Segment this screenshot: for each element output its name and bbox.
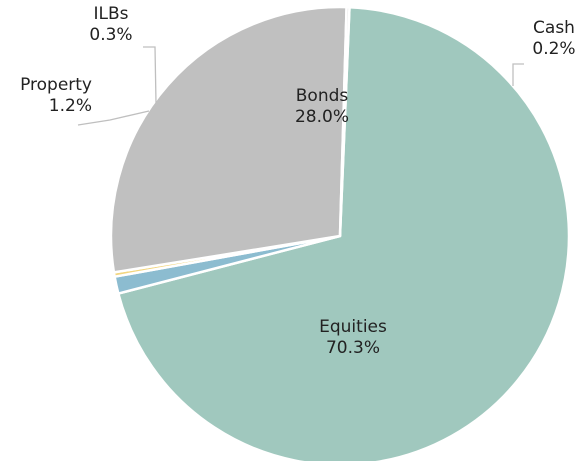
- pie-slice-bonds: [109, 5, 348, 274]
- slice-label-value: 70.3%: [326, 338, 380, 358]
- leader-lines: [77, 46, 524, 126]
- slice-label-cash: Cash 0.2%: [532, 18, 575, 59]
- slice-label-value: 1.2%: [49, 96, 92, 116]
- slice-label-name: Equities: [319, 317, 387, 337]
- slice-label-name: Bonds: [296, 86, 349, 106]
- leader-line-property: [77, 110, 150, 126]
- slice-label-name: Property: [20, 75, 92, 95]
- slice-label-name: ILBs: [93, 4, 128, 24]
- slice-label-value: 0.3%: [89, 25, 132, 45]
- leader-line-cash: [512, 63, 524, 86]
- slice-label-value: 28.0%: [295, 107, 349, 127]
- slice-label-equities: Equities 70.3%: [319, 317, 387, 358]
- leader-line-ilbs: [143, 46, 157, 104]
- slice-label-value: 0.2%: [532, 39, 575, 59]
- slice-label-property: Property 1.2%: [20, 75, 92, 116]
- slice-label-name: Cash: [533, 18, 575, 38]
- pie-slice-cash: [338, 5, 351, 238]
- slice-labels: Equities 70.3% Property 1.2% ILBs 0.3% Bonds 28…: [20, 4, 576, 358]
- pie-slices: [109, 5, 571, 461]
- slice-label-bonds: Bonds 28.0%: [295, 86, 349, 127]
- slice-label-ilbs: ILBs 0.3%: [89, 4, 132, 45]
- pie-slice-equities: [117, 5, 571, 461]
